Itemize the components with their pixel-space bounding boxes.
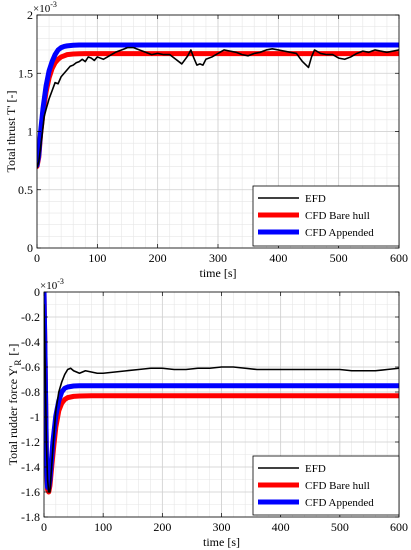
y-axis-label-main: Total rudder force Y' [6,366,20,466]
series-line-cfd-appended [37,42,399,168]
y-tick-label: -0.6 [21,360,40,374]
legend-entry-label: EFD [305,463,326,475]
x-axis-label: time [s] [200,266,237,280]
x-tick-label: 600 [390,520,408,534]
y-axis-label-unit: [-] [6,344,20,356]
y-tick-label: -1.2 [21,435,40,449]
legend-entry-label: CFD Bare hull [305,480,370,492]
x-tick-label: 400 [269,251,287,265]
y-tick-label: 1 [27,125,33,139]
x-tick-label: 0 [41,520,47,534]
x-tick-label: 0 [34,251,40,265]
rudder-force-chart-panel: 0 100 200 300 400 500 600 0 -0.2 -0.4 -0.6 -0.8 -1 -1… [6,277,408,549]
y-exponent-label: ×10-3 [33,0,57,15]
y-tick-label: -0.4 [21,335,40,349]
y-tick-label: 0 [27,241,33,255]
thrust-chart-panel: 0 100 200 300 400 500 600 0 0.5 1 1.5 2 ×10-3 time [s… [4,0,408,280]
y-tick-label: -0.8 [21,385,40,399]
x-tick-label: 100 [88,251,106,265]
major-grid [43,291,400,518]
x-axis-label: time [s] [203,535,240,549]
series-line-efd [44,303,399,493]
y-tick-label: 1.5 [18,66,33,80]
y-exponent-power: -3 [57,277,64,286]
legend-entry-label: CFD Appended [305,497,374,509]
x-tick-label: 200 [149,251,167,265]
x-tick-label: 500 [330,251,348,265]
legend: EFD CFD Bare hull CFD Appended [252,185,400,247]
x-tick-label: 300 [213,520,231,534]
series-group [44,292,399,495]
legend-entry-label: CFD Appended [305,227,374,239]
legend-entry-label: CFD Bare hull [305,210,370,222]
y-exponent-base: ×10 [40,280,58,292]
x-tick-label: 600 [390,251,408,265]
series-group [37,42,399,169]
legend-entry-label: EFD [305,193,326,205]
y-exponent-power: -3 [50,0,57,9]
x-tick-label: 200 [153,520,171,534]
y-tick-label: -0.2 [21,310,40,324]
series-line-efd [37,46,399,169]
y-axis-label: Total rudder force Y'R [-] [6,344,23,466]
y-tick-label: 0.5 [18,183,33,197]
y-tick-label: 0 [34,285,40,299]
x-tick-label: 400 [272,520,290,534]
x-tick-label: 300 [209,251,227,265]
y-tick-label: -1 [30,410,40,424]
x-tick-label: 500 [331,520,349,534]
y-axis-label: Total thrust T' [-] [4,90,18,172]
y-tick-label: -1.8 [21,510,40,524]
y-exponent-label: ×10-3 [40,277,64,292]
y-axis-label-subscript: R [13,360,23,366]
y-exponent-base: ×10 [33,3,51,15]
y-tick-label: 2 [27,8,33,22]
y-tick-label: -1.6 [21,485,40,499]
legend: EFD CFD Bare hull CFD Appended [252,455,400,516]
y-tick-label: -1.4 [21,460,40,474]
x-tick-label: 100 [94,520,112,534]
